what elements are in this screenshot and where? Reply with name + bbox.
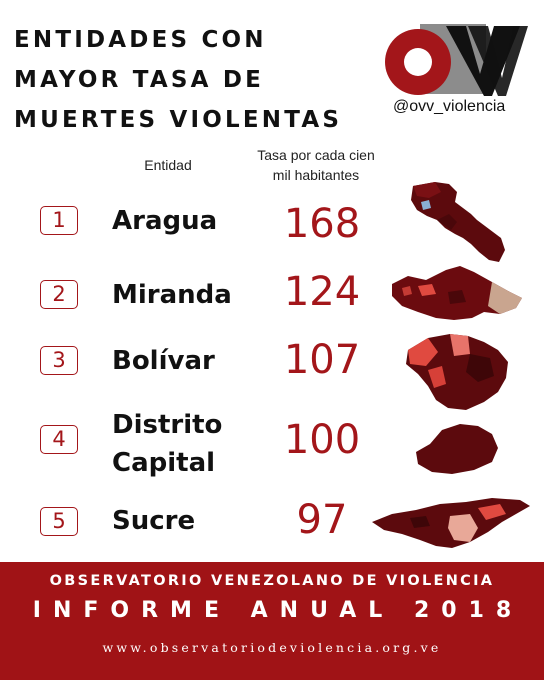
- rank-badge: 2: [40, 280, 78, 309]
- entity-name-line-1: Distrito: [112, 410, 223, 440]
- rate-value: 124: [283, 269, 361, 315]
- title-line-3: muertes violentas: [14, 107, 343, 133]
- entity-name: Bolívar: [112, 346, 215, 376]
- entity-name: Sucre: [112, 506, 196, 536]
- footer-url[interactable]: www.observatoriodeviolencia.org.ve: [102, 640, 442, 655]
- entity-name: Miranda: [112, 280, 232, 310]
- title-line-1: Entidades con: [14, 27, 267, 53]
- entity-column-header: Entidad: [144, 157, 192, 173]
- rate-value: 97: [296, 497, 348, 543]
- rate-header-line-2: mil habitantes: [272, 167, 360, 183]
- footer-report: INFORME ANUAL 2018: [32, 598, 524, 623]
- aragua-map: [411, 182, 505, 262]
- footer-band: [0, 562, 544, 680]
- rate-header-line-1: Tasa por cada cien: [257, 147, 375, 163]
- rank-badge: 3: [40, 346, 78, 375]
- entity-name: Aragua: [112, 206, 218, 236]
- title-line-2: mayor tasa de: [14, 67, 265, 93]
- ovv-logo: [380, 18, 530, 100]
- rank-badge: 1: [40, 206, 78, 235]
- footer-org: OBSERVATORIO VENEZOLANO DE VIOLENCIA: [49, 573, 495, 589]
- entity-name-line-2: Capital: [112, 448, 216, 478]
- distrito-capital-map: [416, 424, 498, 474]
- miranda-map: [392, 266, 522, 320]
- rate-value: 100: [283, 417, 361, 463]
- social-handle[interactable]: @ovv_violencia: [393, 98, 506, 115]
- rank-badge: 5: [40, 507, 78, 536]
- bolivar-map: [406, 334, 508, 410]
- rank-badge: 4: [40, 425, 78, 454]
- rate-column-header: Tasa por cada cien mil habitantes: [238, 145, 394, 185]
- sucre-map: [372, 498, 530, 548]
- rate-value: 107: [283, 337, 361, 383]
- rate-value: 168: [283, 201, 361, 247]
